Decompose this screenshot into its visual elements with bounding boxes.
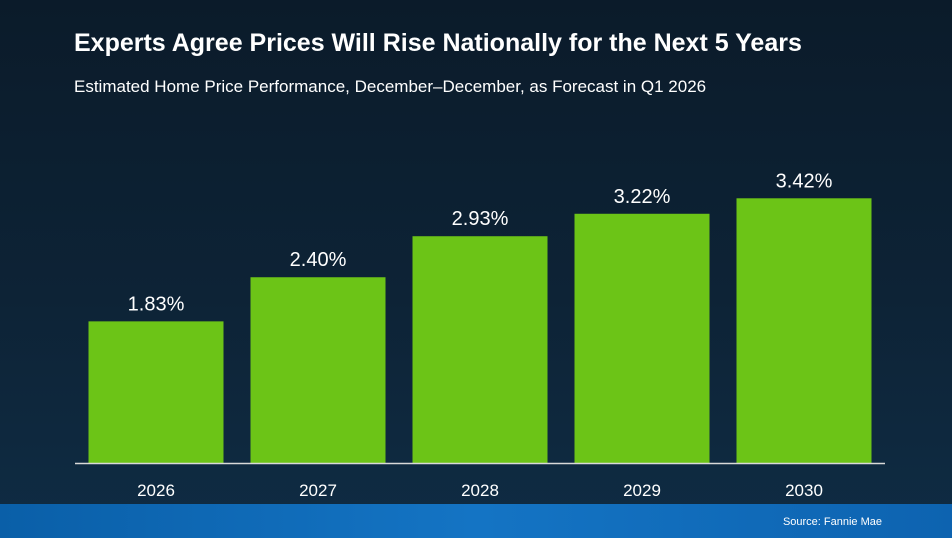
x-tick-label-2028: 2028 xyxy=(461,481,499,500)
x-tick-label-2029: 2029 xyxy=(623,481,661,500)
bar-2027 xyxy=(250,277,386,463)
bar-2030 xyxy=(736,198,872,464)
x-tick-label-2026: 2026 xyxy=(137,481,175,500)
chart-title: Experts Agree Prices Will Rise Nationall… xyxy=(74,29,802,57)
value-label-2027: 2.40% xyxy=(290,249,347,271)
value-label-2026: 1.83% xyxy=(128,293,185,315)
bar-2029 xyxy=(574,213,710,463)
bar-2028 xyxy=(412,236,548,463)
x-tick-label-2030: 2030 xyxy=(785,481,823,500)
value-label-2028: 2.93% xyxy=(452,208,509,230)
chart-subtitle: Estimated Home Price Performance, Decemb… xyxy=(74,77,707,96)
value-label-2030: 3.42% xyxy=(776,170,833,192)
x-tick-label-2027: 2027 xyxy=(299,481,337,500)
source-note: Source: Fannie Mae xyxy=(782,516,882,528)
footer-bar: Source: Fannie Mae xyxy=(0,504,952,538)
value-label-2029: 3.22% xyxy=(614,186,671,208)
bar-2026 xyxy=(88,321,224,463)
bar-chart: 1.83% 2026 2.40% 2027 2.93% 2028 3.22% 2029 3.42… xyxy=(75,170,885,500)
